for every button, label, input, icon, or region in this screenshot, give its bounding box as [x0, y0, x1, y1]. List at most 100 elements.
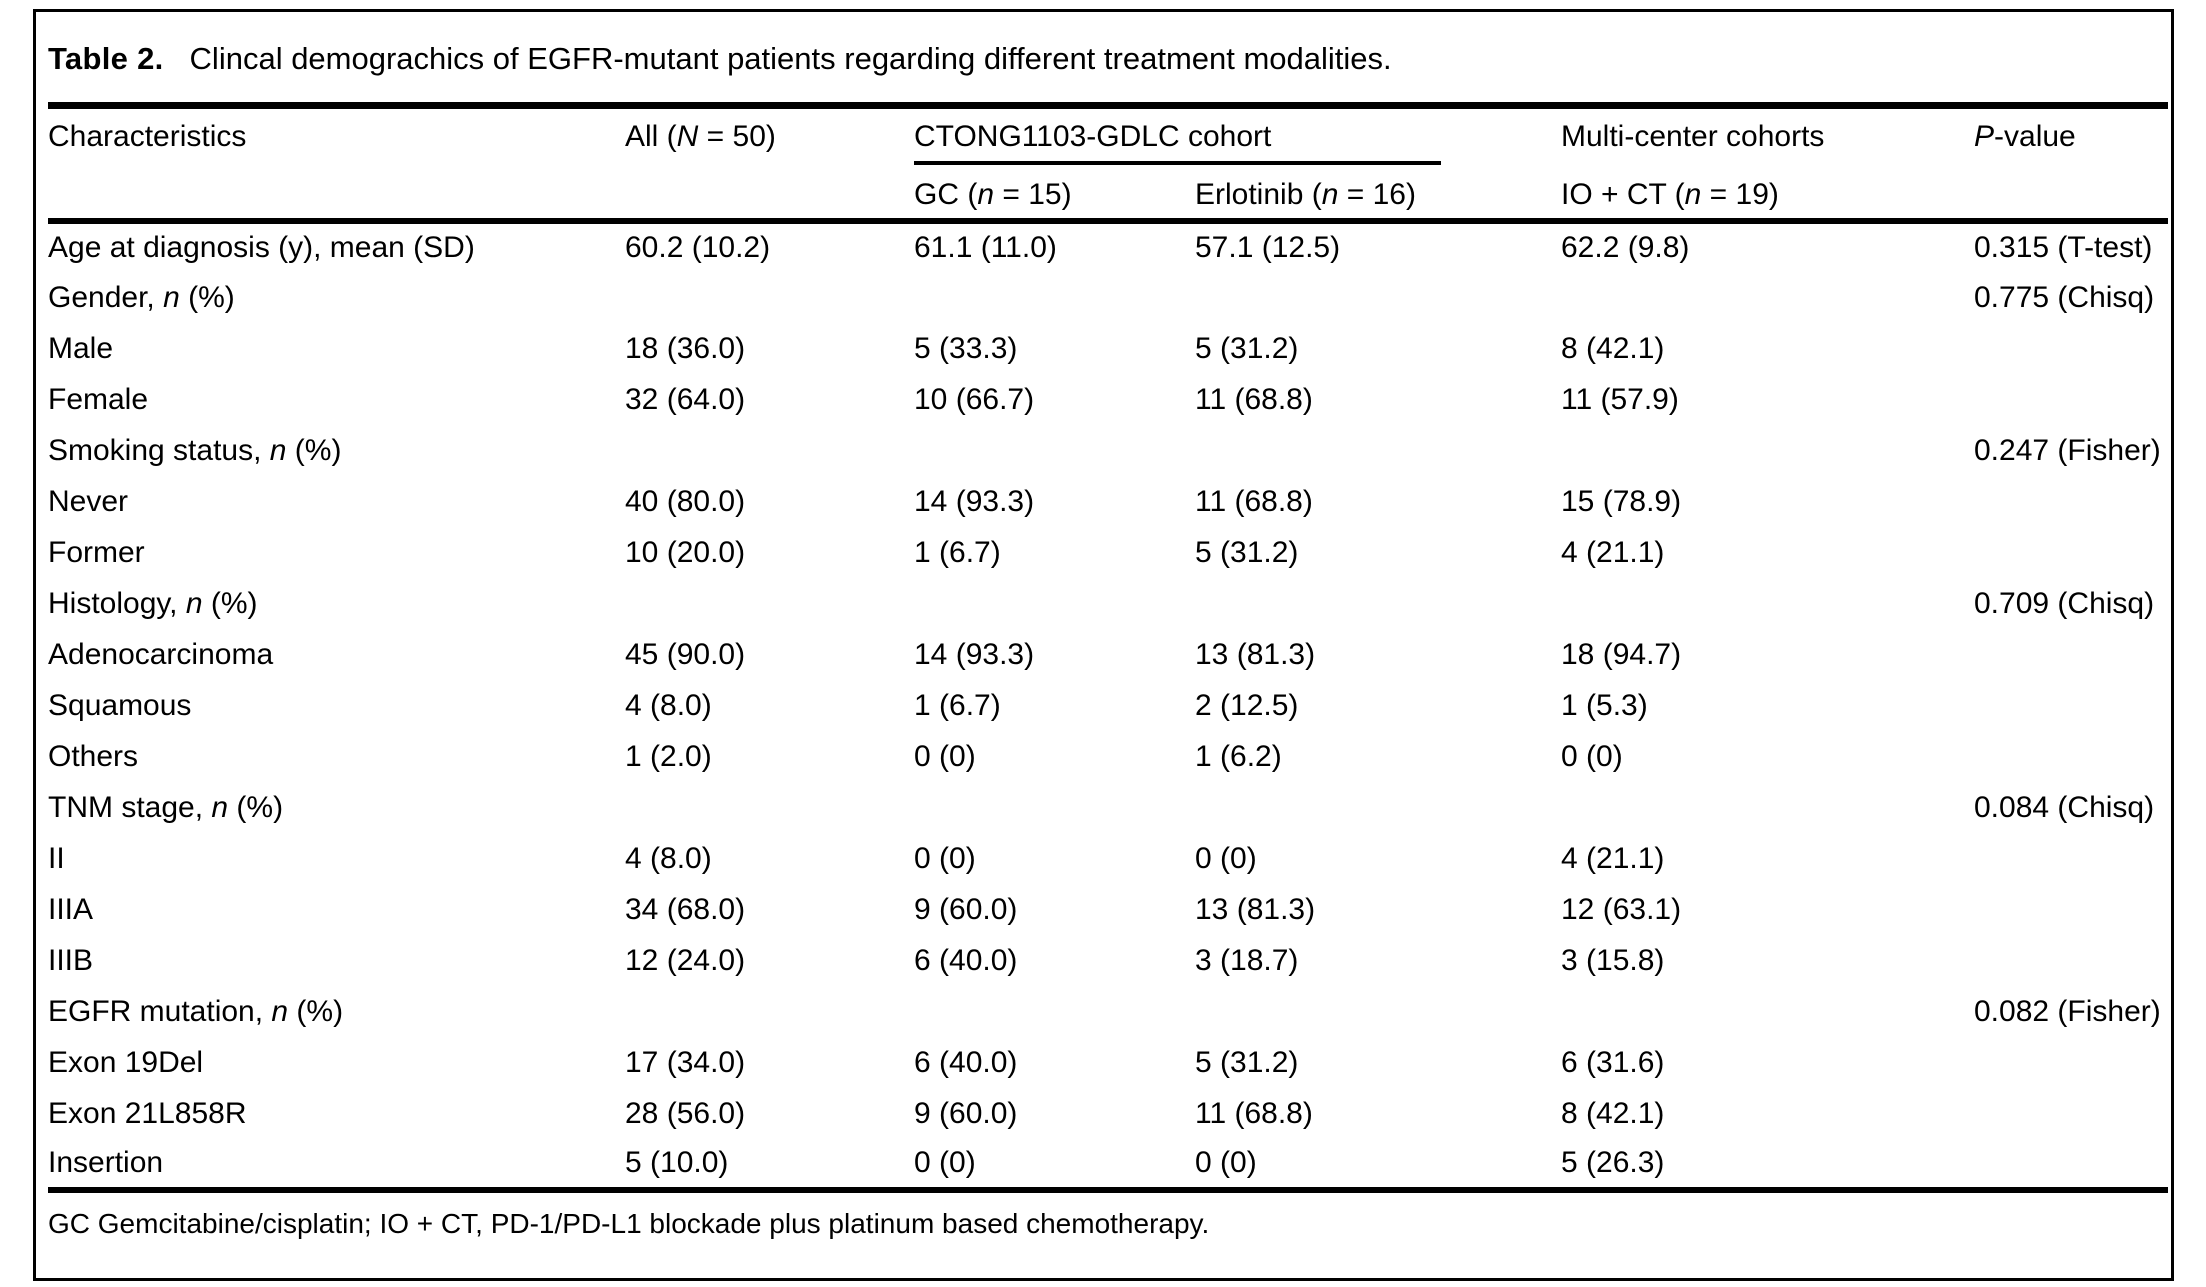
cell-io-ct: 4 (21.1) — [1561, 841, 1665, 875]
row-label: Others — [48, 739, 139, 773]
header-ctong-group: CTONG1103-GDLC cohort — [914, 109, 1561, 165]
row-label: Histology, n (%) — [48, 586, 258, 620]
cell-all — [625, 782, 914, 833]
cell-gc — [914, 425, 1195, 476]
header-erlotinib: Erlotinib (n = 16) — [1195, 165, 1561, 224]
row-label: Former — [48, 535, 145, 569]
table-row: II 4 (8.0) 0 (0) 0 (0) 4 (21.1) — [48, 833, 2168, 884]
cell-io-ct: 1 (5.3) — [1561, 688, 1648, 722]
cell-erlotinib: 0 (0) — [1195, 841, 1257, 875]
cell-all: 12 (24.0) — [625, 943, 746, 977]
table-row: Exon 19Del 17 (34.0) 6 (40.0) 5 (31.2) 6 (31… — [48, 1037, 2168, 1088]
cell-all — [625, 272, 914, 323]
cell-p-value — [1974, 374, 2168, 425]
row-label: Adenocarcinoma — [48, 637, 274, 671]
cell-p-value: 0.247 (Fisher) — [1974, 433, 2161, 467]
cell-p-value — [1974, 935, 2168, 986]
demographics-table: Characteristics All (N = 50) CTONG1103-G… — [48, 109, 2168, 1193]
cell-io-ct — [1561, 782, 1974, 833]
row-label: Exon 19Del — [48, 1045, 204, 1079]
cell-all: 4 (8.0) — [625, 688, 712, 722]
cell-io-ct: 0 (0) — [1561, 739, 1623, 773]
cell-erlotinib — [1195, 272, 1561, 323]
cell-erlotinib: 5 (31.2) — [1195, 331, 1299, 365]
cell-io-ct: 4 (21.1) — [1561, 535, 1665, 569]
cell-erlotinib: 13 (81.3) — [1195, 892, 1316, 926]
row-label: Squamous — [48, 688, 192, 722]
cell-all — [625, 986, 914, 1037]
header-empty-pvalue — [1974, 165, 2168, 224]
cell-p-value: 0.082 (Fisher) — [1974, 994, 2161, 1028]
cell-p-value — [1974, 629, 2168, 680]
cell-erlotinib — [1195, 578, 1561, 629]
cell-erlotinib: 57.1 (12.5) — [1195, 231, 1341, 264]
table-row: Others 1 (2.0) 0 (0) 1 (6.2) 0 (0) — [48, 731, 2168, 782]
cell-erlotinib — [1195, 782, 1561, 833]
cell-erlotinib: 11 (68.8) — [1195, 382, 1313, 416]
table-row: Squamous 4 (8.0) 1 (6.7) 2 (12.5) 1 (5.3) — [48, 680, 2168, 731]
cell-erlotinib: 1 (6.2) — [1195, 739, 1282, 773]
cell-io-ct — [1561, 272, 1974, 323]
table-row: IIIB 12 (24.0) 6 (40.0) 3 (18.7) 3 (15.8) — [48, 935, 2168, 986]
cell-p-value — [1974, 476, 2168, 527]
table-row: Exon 21L858R 28 (56.0) 9 (60.0) 11 (68.8) 8 … — [48, 1088, 2168, 1139]
table-row: Gender, n (%) 0.775 (Chisq) — [48, 272, 2168, 323]
cell-all: 40 (80.0) — [625, 484, 746, 518]
cell-p-value — [1974, 680, 2168, 731]
cell-p-value: 0.709 (Chisq) — [1974, 586, 2155, 620]
cell-all — [625, 578, 914, 629]
cell-gc: 1 (6.7) — [914, 535, 1001, 569]
cell-io-ct — [1561, 986, 1974, 1037]
cell-all: 45 (90.0) — [625, 637, 746, 671]
table-caption-label: Table 2. — [48, 41, 164, 76]
table-row: Adenocarcinoma 45 (90.0) 14 (93.3) 13 (81.3… — [48, 629, 2168, 680]
header-row-1: Characteristics All (N = 50) CTONG1103-G… — [48, 109, 2168, 165]
cell-all: 4 (8.0) — [625, 841, 712, 875]
header-gc: GC (n = 15) — [914, 165, 1195, 224]
header-pvalue: P-value — [1974, 120, 2076, 153]
table-row: TNM stage, n (%) 0.084 (Chisq) — [48, 782, 2168, 833]
cell-erlotinib: 11 (68.8) — [1195, 484, 1313, 518]
table-footnote: GC Gemcitabine/cisplatin; IO + CT, PD-1/… — [48, 1208, 1210, 1239]
cell-gc: 1 (6.7) — [914, 688, 1001, 722]
cell-all — [625, 425, 914, 476]
table-row: Smoking status, n (%) 0.247 (Fisher) — [48, 425, 2168, 476]
cell-erlotinib: 0 (0) — [1195, 1139, 1561, 1193]
cell-io-ct: 3 (15.8) — [1561, 943, 1665, 977]
table-body: Age at diagnosis (y), mean (SD) 60.2 (10.… — [48, 221, 2168, 1193]
row-label: IIIA — [48, 892, 94, 926]
table-row: Former 10 (20.0) 1 (6.7) 5 (31.2) 4 (21.1) — [48, 527, 2168, 578]
cell-erlotinib: 5 (31.2) — [1195, 535, 1299, 569]
table-row: Insertion 5 (10.0) 0 (0) 0 (0) 5 (26.3) — [48, 1139, 2168, 1193]
cell-all: 10 (20.0) — [625, 535, 746, 569]
table-frame: Table 2. Clincal demograchics of EGFR-mut… — [33, 9, 2174, 1281]
cell-all: 28 (56.0) — [625, 1096, 746, 1130]
cell-io-ct: 62.2 (9.8) — [1561, 231, 1690, 264]
header-multicenter: Multi-center cohorts — [1561, 120, 1825, 153]
cell-io-ct: 5 (26.3) — [1561, 1139, 1974, 1193]
row-label: Female — [48, 382, 149, 416]
cell-io-ct: 8 (42.1) — [1561, 331, 1665, 365]
cell-gc — [914, 578, 1195, 629]
header-empty-all — [625, 165, 914, 224]
cell-p-value: 0.775 (Chisq) — [1974, 280, 2155, 314]
table-caption: Table 2. Clincal demograchics of EGFR-mut… — [48, 40, 2171, 78]
cell-gc — [914, 986, 1195, 1037]
cell-p-value — [1974, 884, 2168, 935]
row-label: EGFR mutation, n (%) — [48, 994, 344, 1028]
cell-p-value — [1974, 1088, 2168, 1139]
cell-p-value: 0.084 (Chisq) — [1974, 790, 2155, 824]
table-row: Female 32 (64.0) 10 (66.7) 11 (68.8) 11 (57.… — [48, 374, 2168, 425]
header-all: All (N = 50) — [625, 120, 776, 153]
cell-io-ct: 8 (42.1) — [1561, 1096, 1665, 1130]
cell-io-ct: 11 (57.9) — [1561, 382, 1679, 416]
row-label: Age at diagnosis (y), mean (SD) — [48, 231, 475, 264]
header-characteristics: Characteristics — [48, 120, 247, 153]
row-label: TNM stage, n (%) — [48, 790, 284, 824]
cell-all: 17 (34.0) — [625, 1045, 746, 1079]
table-row: Never 40 (80.0) 14 (93.3) 11 (68.8) 15 (78.9… — [48, 476, 2168, 527]
row-label: Male — [48, 331, 114, 365]
row-label: Gender, n (%) — [48, 280, 235, 314]
cell-gc: 0 (0) — [914, 1139, 1195, 1193]
cell-p-value: 0.315 (T-test) — [1974, 231, 2153, 264]
